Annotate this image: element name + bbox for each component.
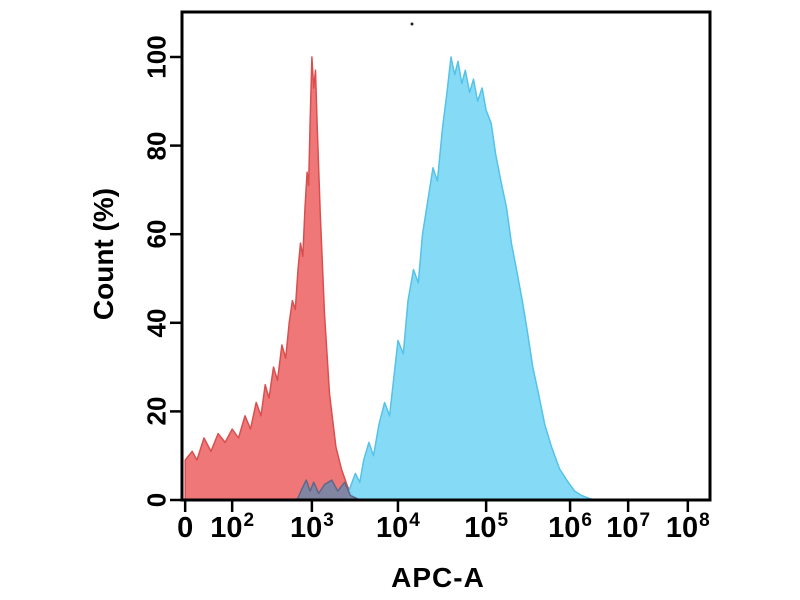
y-axis-label: Count (%) bbox=[88, 187, 119, 321]
plot-border bbox=[180, 10, 712, 502]
red-histogram-area bbox=[184, 56, 359, 501]
x-axis-label: APC-A bbox=[391, 562, 485, 593]
speck-artifact bbox=[410, 22, 414, 26]
gray-histogram-area bbox=[296, 479, 361, 501]
blue-histogram-area bbox=[345, 56, 597, 501]
